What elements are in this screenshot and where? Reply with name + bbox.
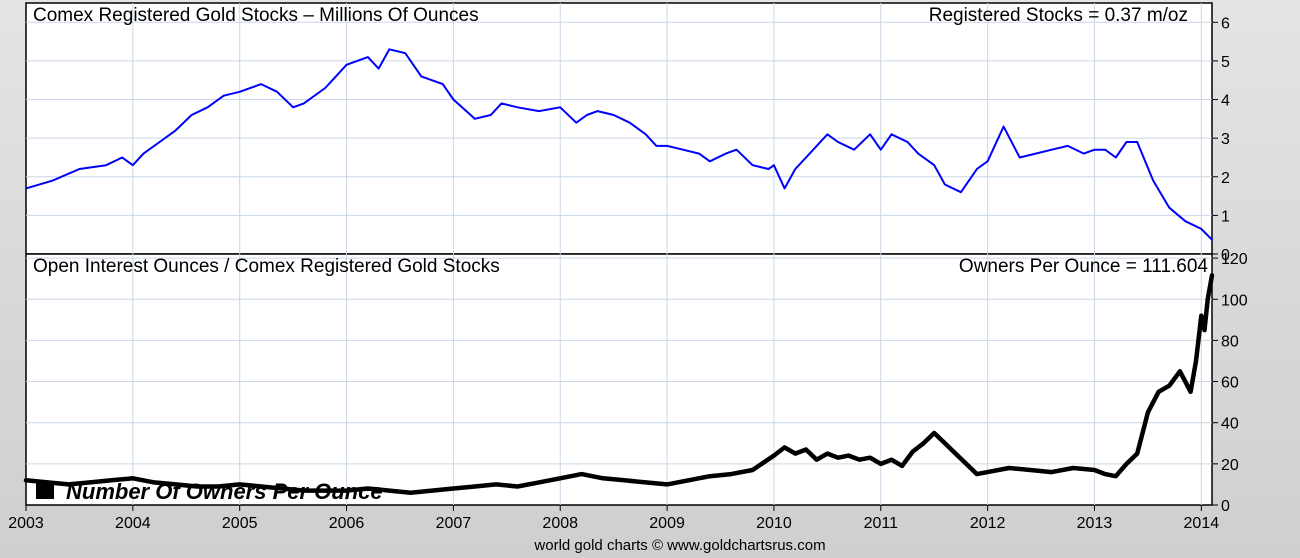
xtick-label-2006: 2006: [329, 515, 365, 532]
xtick-label-2005: 2005: [222, 515, 258, 532]
bottom-ytick-label-120: 120: [1221, 251, 1248, 268]
xtick-label-2009: 2009: [649, 515, 685, 532]
top-ytick-label-6: 6: [1221, 15, 1230, 32]
top-panel-frame: [25, 2, 1213, 255]
bottom-ytick-label-100: 100: [1221, 292, 1248, 309]
xtick-label-2012: 2012: [970, 515, 1006, 532]
top-series-line-0: [25, 48, 1213, 241]
xtick-label-2014: 2014: [1184, 515, 1220, 532]
xtick-label-2003: 2003: [8, 515, 44, 532]
legend-swatch: [36, 483, 54, 499]
bottom-ytick-label-80: 80: [1221, 333, 1239, 350]
top-ytick-label-5: 5: [1221, 54, 1230, 71]
series-layer: [23, 48, 1215, 495]
credit-text: world gold charts © www.goldchartsrus.co…: [533, 537, 825, 554]
bottom-ytick-label-20: 20: [1221, 457, 1239, 474]
bottom-series-line-0: [23, 273, 1215, 495]
bottom-panel-title: Open Interest Ounces / Comex Registered …: [33, 256, 500, 277]
bottom-ytick-label-40: 40: [1221, 416, 1239, 433]
xtick-label-2007: 2007: [436, 515, 472, 532]
bottom-ytick-label-0: 0: [1221, 498, 1230, 515]
bottom-panel-annotation: Owners Per Ounce = 111.604: [959, 256, 1209, 277]
legend-label: Number Of Owners Per Ounce: [66, 479, 383, 504]
bottom-ytick-label-60: 60: [1221, 375, 1239, 392]
grid-layer: [26, 3, 1212, 505]
top-panel-annotation: Registered Stocks = 0.37 m/oz: [929, 5, 1188, 26]
xtick-label-2004: 2004: [115, 515, 151, 532]
xtick-label-2011: 2011: [864, 515, 899, 532]
bottom-panel-frame: [25, 253, 1213, 506]
top-ytick-label-3: 3: [1221, 131, 1230, 148]
top-panel-title: Comex Registered Gold Stocks – Millions …: [33, 5, 479, 26]
xtick-label-2010: 2010: [756, 515, 792, 532]
xtick-label-2008: 2008: [542, 515, 578, 532]
top-ytick-label-4: 4: [1221, 93, 1230, 110]
top-ytick-label-0: 0: [1221, 247, 1230, 264]
top-ytick-label-1: 1: [1221, 208, 1230, 225]
xtick-label-2013: 2013: [1077, 515, 1113, 532]
top-ytick-label-2: 2: [1221, 170, 1230, 187]
